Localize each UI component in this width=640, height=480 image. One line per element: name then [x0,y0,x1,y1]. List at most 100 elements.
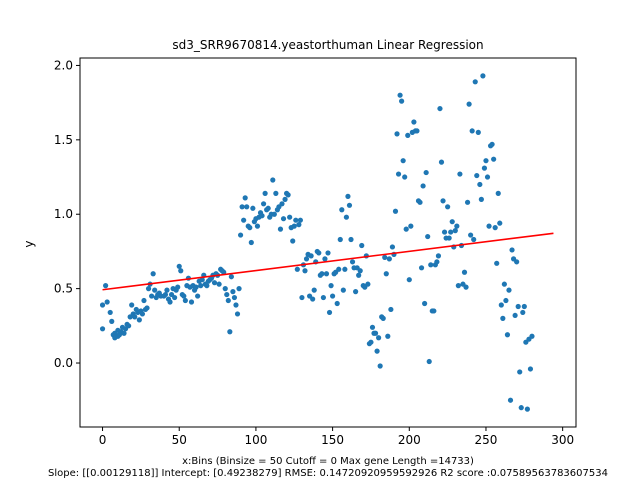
data-point [445,204,451,210]
data-point [422,300,428,307]
data-point [507,397,514,403]
data-point [299,294,305,301]
data-point [480,73,486,79]
data-point [469,128,475,134]
data-point [405,132,411,138]
data-point [504,332,511,338]
data-point [273,190,279,196]
data-point [524,406,530,412]
data-point [527,366,534,372]
data-point [475,129,481,135]
data-point [440,198,446,204]
data-point [271,211,277,217]
y-tick-label: 1.5 [54,133,73,147]
data-point [195,293,201,299]
data-point [474,172,480,179]
data-point [310,296,316,302]
data-point [466,101,472,107]
data-point [392,208,399,214]
data-point [129,302,135,308]
data-point [244,204,250,210]
data-point [279,201,285,207]
data-point [483,158,489,164]
data-point [437,105,443,112]
data-point [308,253,314,259]
data-point [109,318,115,324]
data-point [216,281,222,287]
data-point [529,333,535,339]
data-point [222,286,228,292]
data-point [227,329,233,335]
data-point [454,223,460,229]
data-point [234,311,241,317]
data-point [452,228,458,234]
data-point [408,223,414,229]
data-point [224,291,230,298]
data-point [325,250,331,256]
data-point [339,207,345,213]
data-point [198,283,204,289]
data-point [357,268,363,274]
data-point [463,284,469,290]
data-point [144,305,150,311]
data-point [178,268,184,274]
data-point [199,277,205,283]
data-point [296,222,302,228]
data-point [293,217,299,223]
data-point [414,128,420,134]
data-point [225,297,231,304]
data-point [193,284,199,290]
data-point [503,297,509,304]
data-point [395,171,402,177]
x-tick-label: 100 [244,433,267,447]
data-point [182,297,188,304]
data-point [181,293,187,299]
data-point [282,196,288,202]
data-point [382,254,388,260]
data-point [383,271,389,277]
data-point [211,280,218,286]
data-point [265,205,271,211]
data-point [126,323,132,329]
data-point [356,272,362,278]
data-point [139,311,146,317]
data-point [247,225,253,231]
data-point [471,236,477,243]
data-point [297,217,303,223]
data-point [461,269,468,275]
data-point [449,219,455,225]
data-point [248,239,254,246]
data-point [326,309,333,316]
data-point [481,165,488,171]
data-point [104,299,110,305]
data-point [518,405,524,411]
data-point [417,199,423,205]
data-point [162,291,169,298]
data-point [425,233,431,240]
data-point [237,232,244,238]
chart-title: sd3_SRR9670814.yeastorthuman Linear Regr… [172,38,483,52]
data-point [377,363,383,369]
data-point [477,181,483,188]
data-point [431,308,437,314]
data-point [176,263,182,269]
data-point [397,92,403,98]
data-point [501,281,507,287]
data-point [400,158,406,164]
data-point [337,236,343,243]
data-point [399,98,405,104]
y-tick-label: 0.0 [54,356,73,370]
x-tick-label: 0 [99,433,107,447]
data-point [484,174,491,180]
x-axis-label: x:Bins (Binsize = 50 Cutoff = 0 Max gene… [182,456,474,467]
data-point [506,287,512,293]
data-point [346,202,353,208]
y-tick-label: 2.0 [54,58,73,72]
data-point [302,268,308,274]
data-point [188,299,195,305]
data-point [515,303,521,310]
data-point [411,119,417,125]
data-point [388,306,394,313]
data-point [376,335,382,341]
